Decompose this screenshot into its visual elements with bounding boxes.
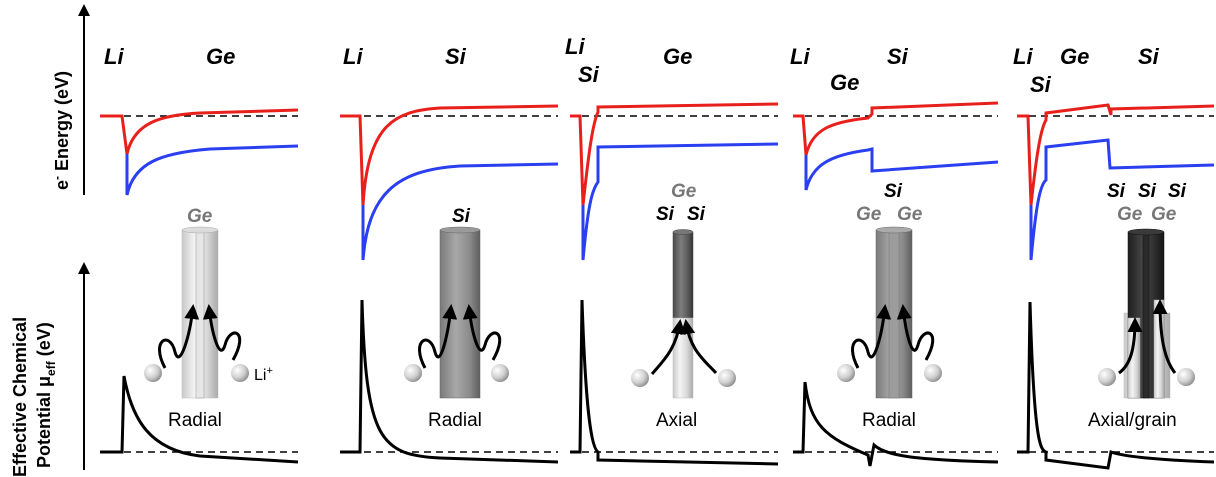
chemical-potential-curve [100, 375, 299, 464]
panel-1: Li Ge Ge Li+ Radial [100, 44, 299, 464]
li-ion [1098, 368, 1116, 386]
rod-label-si: Si [1107, 181, 1126, 202]
material-label-ge: Ge [206, 44, 235, 69]
li-ion [718, 369, 736, 387]
rod-label-ge: Ge [1117, 204, 1143, 225]
diffusion-mode-label: Radial [168, 410, 222, 431]
panel-5: Li Si Ge Si Si Si Si Ge Ge Axial/grain [1013, 44, 1215, 470]
li-ion [631, 369, 649, 387]
material-label-si: Si [578, 62, 600, 87]
diffusion-arrow [202, 304, 242, 361]
panel-2: Li Si Si Radial [340, 44, 559, 464]
nanowire [1123, 228, 1171, 399]
chemical-potential-curve [1017, 301, 1215, 470]
li-ion [1177, 368, 1195, 386]
material-label-li: Li [1013, 44, 1033, 69]
nanowire [439, 226, 481, 399]
diffusion-mode-label: Radial [862, 410, 916, 431]
material-label-si: Si [1138, 44, 1160, 69]
valence-band-curve [361, 162, 559, 261]
chemical-potential-curve [793, 381, 999, 467]
rod-label-ge: Ge [187, 206, 213, 227]
rod-label-si: Si [452, 206, 471, 227]
diffusion-arrow [1152, 299, 1177, 374]
rod-label-ge: Ge [856, 204, 882, 225]
rod-label-ge: Ge [897, 204, 923, 225]
diffusion-arrow [896, 304, 935, 361]
chemical-potential-curve [340, 299, 559, 464]
material-label-ge: Ge [830, 70, 859, 95]
material-label-ge: Ge [663, 44, 692, 69]
chemical-potential-axis-title-line2: Potential μeff (eV) [34, 322, 58, 468]
material-label-si: Si [445, 44, 467, 69]
rod-label-ge: Ge [671, 181, 697, 202]
conduction-band-curve [570, 102, 779, 206]
li-ion [924, 364, 942, 382]
diffusion-mode-label: Axial [656, 410, 697, 431]
diffusion-arrow [462, 304, 502, 361]
diffusion-arrow [418, 304, 458, 369]
material-label-li: Li [343, 44, 363, 69]
energy-axis-title: e- Energy (eV) [50, 71, 72, 190]
nanowire [875, 226, 913, 399]
conduction-band-curve [100, 108, 299, 155]
chemical-potential-axis-title-line1: Effective Chemical [10, 317, 30, 477]
material-label-li: Li [104, 44, 124, 69]
nanowire [672, 229, 694, 399]
rod-label-si: Si [1168, 181, 1187, 202]
conduction-band-curve [1017, 103, 1215, 206]
material-label-li: Li [790, 44, 810, 69]
valence-band-curve [804, 147, 999, 191]
material-label-si: Si [1030, 72, 1052, 97]
conduction-band-curve [340, 104, 559, 206]
energy-axis [78, 4, 90, 195]
material-label-li: Li [565, 34, 585, 59]
diffusion-arrow [158, 304, 200, 369]
rod-label-si: Si [884, 181, 903, 202]
conduction-band-curve [793, 101, 999, 156]
chemical-potential-curve [570, 299, 779, 466]
material-label-si: Si [887, 44, 909, 69]
chemical-potential-axis [78, 262, 90, 470]
diffusion-mode-label: Axial/grain [1088, 410, 1177, 431]
diffusion-arrow [1118, 317, 1143, 375]
valence-band-curve [1029, 138, 1215, 261]
li-ion [837, 364, 855, 382]
diffusion-arrow [851, 304, 892, 369]
li-ion [231, 364, 249, 382]
rod-label-ge: Ge [1151, 204, 1177, 225]
diffusion-mode-label: Radial [428, 410, 482, 431]
li-ion-label: Li+ [254, 365, 273, 384]
rod-label-si: Si [687, 204, 706, 225]
li-ion [491, 364, 509, 382]
material-label-ge: Ge [1060, 44, 1089, 69]
diffusion-arrow [680, 319, 718, 375]
panel-3: Li Si Ge Ge Si Si Axial [565, 34, 779, 466]
nanowire [181, 226, 219, 399]
panel-4: Li Ge Si Si Ge Ge Radial [790, 44, 999, 467]
rod-label-si: Si [1138, 181, 1157, 202]
diffusion-arrow [650, 319, 686, 375]
rod-label-si: Si [656, 204, 675, 225]
li-ion [404, 364, 422, 382]
valence-band-curve [581, 142, 779, 261]
valence-band-curve [125, 144, 299, 196]
li-ion [144, 364, 162, 382]
